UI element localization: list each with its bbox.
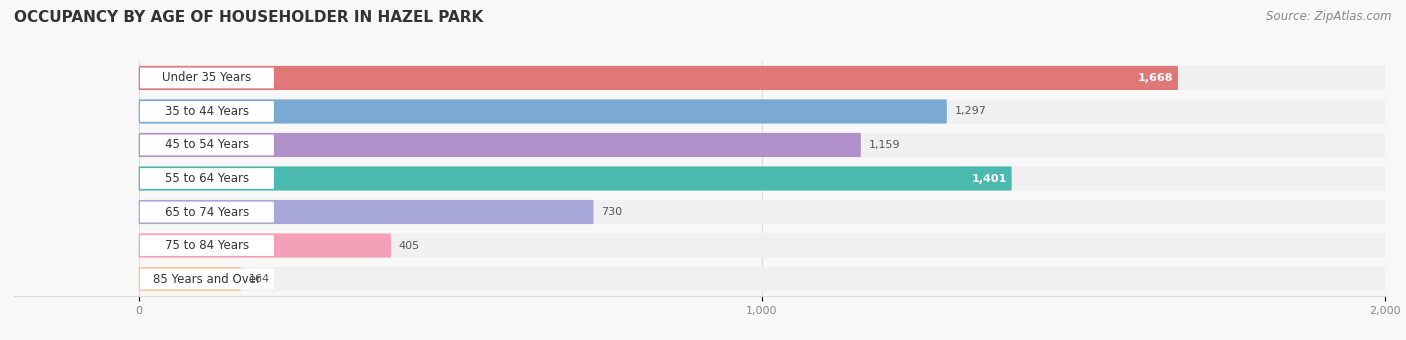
Text: 1,159: 1,159: [869, 140, 900, 150]
Text: 45 to 54 Years: 45 to 54 Years: [165, 138, 249, 152]
FancyBboxPatch shape: [141, 168, 274, 189]
FancyBboxPatch shape: [139, 234, 1385, 258]
Text: 1,401: 1,401: [972, 173, 1007, 184]
FancyBboxPatch shape: [141, 135, 274, 155]
FancyBboxPatch shape: [139, 234, 391, 258]
Text: 1,297: 1,297: [955, 106, 986, 117]
Text: Under 35 Years: Under 35 Years: [162, 71, 252, 84]
FancyBboxPatch shape: [139, 66, 1385, 90]
Text: 55 to 64 Years: 55 to 64 Years: [165, 172, 249, 185]
FancyBboxPatch shape: [141, 202, 274, 222]
Text: 164: 164: [249, 274, 270, 284]
FancyBboxPatch shape: [141, 235, 274, 256]
FancyBboxPatch shape: [139, 200, 593, 224]
Text: OCCUPANCY BY AGE OF HOUSEHOLDER IN HAZEL PARK: OCCUPANCY BY AGE OF HOUSEHOLDER IN HAZEL…: [14, 10, 484, 25]
FancyBboxPatch shape: [141, 101, 274, 122]
FancyBboxPatch shape: [139, 99, 1385, 123]
FancyBboxPatch shape: [139, 133, 1385, 157]
FancyBboxPatch shape: [139, 200, 1385, 224]
Text: 65 to 74 Years: 65 to 74 Years: [165, 205, 249, 219]
FancyBboxPatch shape: [139, 267, 1385, 291]
Text: 35 to 44 Years: 35 to 44 Years: [165, 105, 249, 118]
Text: 730: 730: [600, 207, 623, 217]
FancyBboxPatch shape: [139, 99, 946, 123]
FancyBboxPatch shape: [139, 66, 1178, 90]
FancyBboxPatch shape: [139, 167, 1012, 190]
Text: 405: 405: [398, 240, 419, 251]
Text: Source: ZipAtlas.com: Source: ZipAtlas.com: [1267, 10, 1392, 23]
Text: 85 Years and Over: 85 Years and Over: [153, 273, 262, 286]
Text: 1,668: 1,668: [1137, 73, 1173, 83]
FancyBboxPatch shape: [141, 68, 274, 88]
FancyBboxPatch shape: [141, 269, 274, 289]
Text: 75 to 84 Years: 75 to 84 Years: [165, 239, 249, 252]
FancyBboxPatch shape: [139, 267, 240, 291]
FancyBboxPatch shape: [139, 133, 860, 157]
FancyBboxPatch shape: [139, 167, 1385, 190]
